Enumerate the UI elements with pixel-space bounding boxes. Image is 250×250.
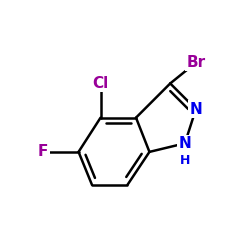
Text: Cl: Cl — [92, 76, 109, 91]
Text: H: H — [180, 154, 190, 167]
Text: N: N — [178, 136, 191, 151]
Text: N: N — [190, 102, 202, 116]
Text: F: F — [38, 144, 48, 160]
Text: Br: Br — [186, 55, 206, 70]
